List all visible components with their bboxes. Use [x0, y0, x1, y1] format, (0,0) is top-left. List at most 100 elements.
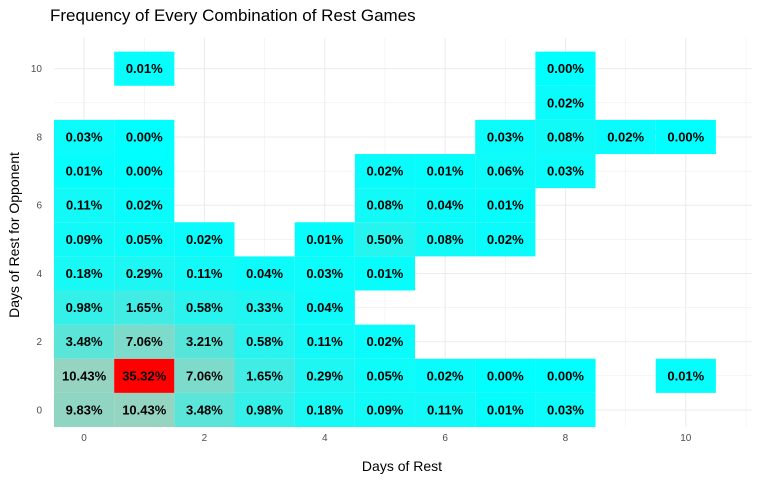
x-tick-label: 0: [81, 433, 87, 444]
cell-label: 0.02%: [487, 232, 524, 247]
cell-label: 0.18%: [66, 266, 103, 281]
cell-label: 0.04%: [427, 198, 464, 213]
cell-label: 0.29%: [306, 368, 343, 383]
cell-label: 0.11%: [307, 334, 344, 349]
cell-label: 0.58%: [186, 300, 223, 315]
heatmap-cell: [294, 392, 355, 427]
heatmap-cell: [354, 222, 416, 257]
heatmap-cell: [595, 119, 656, 155]
heatmap-cell: [174, 392, 235, 427]
heatmap-cell: [475, 222, 536, 257]
cell-label: 9.83%: [66, 402, 103, 417]
heatmap-cell: [54, 119, 115, 155]
cell-label: 0.03%: [66, 129, 103, 144]
heatmap-cell: [54, 154, 115, 189]
heatmap-cell: [294, 290, 355, 325]
y-tick-label: 0: [36, 405, 42, 416]
heatmap-cell: [354, 188, 416, 223]
cell-label: 0.01%: [367, 266, 404, 281]
heatmap-cell: [415, 222, 476, 257]
heatmap-cell: [174, 222, 235, 257]
heatmap-cell: [475, 119, 536, 155]
heatmap-cell: [114, 188, 175, 223]
heatmap-cell: [415, 154, 476, 189]
cell-label: 0.05%: [126, 232, 163, 247]
heatmap-cell: [415, 392, 476, 427]
cell-label: 0.03%: [487, 129, 524, 144]
cell-label: 0.58%: [246, 334, 283, 349]
heatmap-cell: [174, 358, 235, 393]
y-tick-label: 10: [31, 64, 43, 75]
heatmap-cell: [54, 256, 115, 291]
axis-ticks: 0 2 4 6 8 10 0 2 4 6 8 10: [31, 64, 692, 444]
cell-label: 3.48%: [66, 334, 103, 349]
heatmap-cell: [54, 358, 115, 393]
heatmap-cell: [54, 222, 115, 257]
heatmap-cell: [294, 256, 355, 291]
cell-label: 0.08%: [367, 198, 404, 213]
cell-label: 0.02%: [607, 129, 644, 144]
heatmap-cell: [475, 188, 536, 223]
y-tick-label: 6: [36, 201, 42, 212]
heatmap-cell: [234, 358, 295, 393]
cell-label: 0.04%: [246, 266, 283, 281]
cell-label: 0.02%: [367, 334, 404, 349]
heatmap-cell: [114, 290, 175, 325]
cell-label: 3.48%: [186, 402, 223, 417]
cell-label: 0.00%: [547, 61, 584, 76]
x-tick-label: 8: [563, 433, 569, 444]
heatmap-cell: [234, 324, 295, 359]
heatmap-cell: [294, 358, 355, 393]
heatmap-cell: [54, 290, 115, 325]
cell-label: 0.00%: [487, 368, 524, 383]
cell-label: 10.43%: [122, 402, 167, 417]
cell-labels: 9.83% 10.43% 3.48% 0.98% 0.18% 0.09% 0.11% 0.01…: [62, 61, 705, 417]
cell-label: 35.32%: [122, 368, 167, 383]
cell-label: 0.05%: [367, 368, 404, 383]
heatmap-cell: [294, 222, 355, 257]
cell-label: 0.33%: [246, 300, 283, 315]
heatmap-cell: [475, 154, 536, 189]
heatmap-cell: [54, 324, 115, 359]
cell-label: 0.09%: [66, 232, 103, 247]
heatmap-cell: [54, 392, 115, 427]
x-tick-label: 4: [322, 433, 328, 444]
cell-label: 0.00%: [547, 368, 584, 383]
heatmap-cell: [354, 154, 416, 189]
heatmap-cell: [535, 119, 596, 155]
heatmap-cell: [354, 256, 416, 291]
cell-label: 1.65%: [126, 300, 163, 315]
x-tick-label: 2: [202, 433, 208, 444]
cell-label: 0.02%: [427, 368, 464, 383]
cell-label: 0.18%: [306, 402, 343, 417]
cell-label: 0.08%: [427, 232, 464, 247]
cell-label: 0.01%: [667, 368, 704, 383]
cell-label: 0.11%: [186, 266, 223, 281]
x-tick-label: 10: [680, 433, 692, 444]
heatmap-cell: [234, 256, 295, 291]
cell-label: 0.11%: [66, 198, 103, 213]
cell-label: 0.03%: [547, 164, 584, 179]
heatmap-cell: [114, 51, 175, 86]
cell-label: 0.03%: [306, 266, 343, 281]
heatmap-cell: [234, 290, 295, 325]
cell-label: 0.03%: [547, 402, 584, 417]
cell-label: 1.65%: [246, 368, 283, 383]
heatmap-cell: [535, 85, 596, 120]
heatmap-cell: [114, 119, 175, 155]
cell-label: 10.43%: [62, 368, 107, 383]
heatmap-cell: [475, 392, 536, 427]
cell-label: 0.50%: [367, 232, 404, 247]
heatmap-cell: [294, 324, 355, 359]
heatmap-cell: [354, 358, 416, 393]
heatmap-cell: [354, 324, 416, 359]
y-axis-title: Days of Rest for Opponent: [6, 152, 22, 318]
cell-label: 0.01%: [306, 232, 343, 247]
heatmap-cell: [114, 392, 175, 427]
cell-label: 0.01%: [126, 61, 163, 76]
heatmap-cell: [535, 358, 596, 393]
y-tick-label: 8: [36, 132, 42, 143]
heatmap-cell: [114, 256, 175, 291]
heatmap-cell: [234, 392, 295, 427]
